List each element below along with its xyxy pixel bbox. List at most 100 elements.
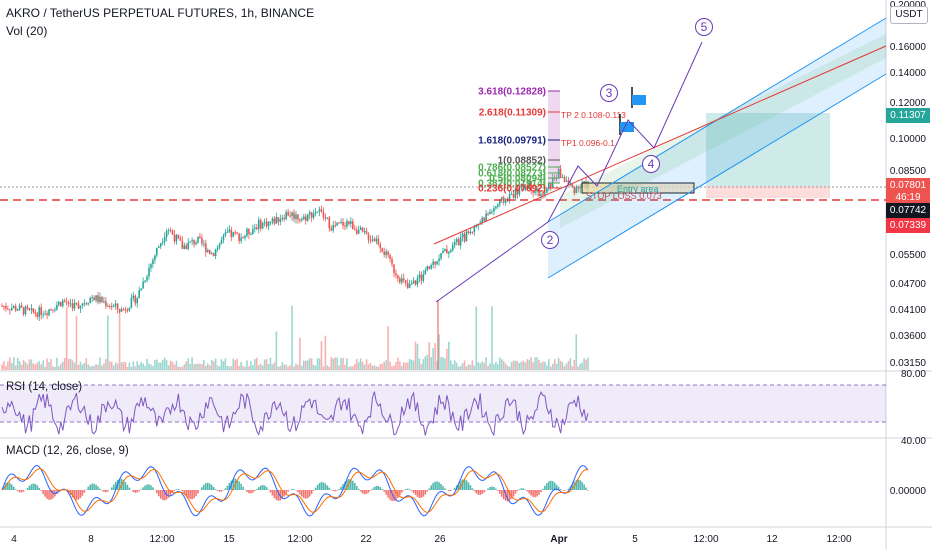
volume-bar xyxy=(583,358,585,370)
volume-bar xyxy=(179,366,182,370)
macd-histogram-bar xyxy=(440,483,442,490)
macd-histogram-bar xyxy=(499,490,501,494)
volume-bar xyxy=(65,306,68,370)
candle-body xyxy=(330,228,333,231)
macd-histogram-bar xyxy=(7,482,9,490)
volume-bar xyxy=(387,326,389,370)
macd-histogram-bar xyxy=(479,490,482,495)
candle-body xyxy=(475,225,478,227)
candle-body xyxy=(555,178,558,180)
candle-body xyxy=(265,221,268,227)
candle-body xyxy=(101,296,103,303)
candle-body xyxy=(563,176,566,182)
volume-bar xyxy=(118,310,121,370)
macd-histogram-bar xyxy=(36,485,39,490)
volume-bar xyxy=(355,358,358,370)
candle-body xyxy=(114,303,117,306)
volume-bar xyxy=(320,341,323,370)
candle-body xyxy=(9,309,11,311)
macd-histogram-bar xyxy=(77,490,80,500)
candle-body xyxy=(367,233,370,240)
volume-bar xyxy=(116,363,119,370)
volume-bar xyxy=(334,357,336,370)
candle-body xyxy=(191,240,193,242)
candle-body xyxy=(203,243,205,245)
volume-bar xyxy=(361,361,364,370)
volume-bar xyxy=(520,361,523,370)
volume-bar xyxy=(510,361,513,370)
macd-histogram-bar xyxy=(340,486,342,490)
macd-histogram-bar xyxy=(224,488,227,490)
macd-histogram-bar xyxy=(493,487,495,490)
stop-label: STOP LOSS 0.073 xyxy=(586,191,662,201)
volume-bar xyxy=(259,363,262,370)
candle-body xyxy=(230,229,233,237)
macd-histogram-bar xyxy=(334,490,336,492)
volume-bar xyxy=(538,360,540,370)
volume-bar xyxy=(359,358,362,370)
candle-body xyxy=(522,183,525,190)
candle-body xyxy=(236,232,238,234)
candle-body xyxy=(183,245,186,249)
volume-bar xyxy=(469,364,472,370)
candle-body xyxy=(152,259,154,265)
macd-histogram-bar xyxy=(555,484,558,490)
macd-histogram-bar xyxy=(371,488,374,490)
volume-bar xyxy=(532,362,534,370)
macd-histogram-bar xyxy=(318,482,321,490)
macd-histogram-bar xyxy=(367,490,370,493)
candle-body xyxy=(365,231,368,234)
volume-bar xyxy=(77,364,80,370)
candle-body xyxy=(75,302,78,304)
candle-body xyxy=(303,216,305,220)
volume-bar xyxy=(455,362,458,370)
price-tick-label: 0.05500 xyxy=(890,250,927,261)
candle-body xyxy=(71,303,74,309)
volume-bar xyxy=(287,366,289,370)
macd-histogram-bar xyxy=(508,490,511,501)
candle-body xyxy=(248,228,250,235)
macd-histogram-bar xyxy=(463,479,466,490)
candle-body xyxy=(538,188,540,197)
macd-histogram-bar xyxy=(40,490,42,491)
volume-bar xyxy=(514,360,517,370)
rsi-label: RSI (14, close) xyxy=(6,381,83,393)
candle-body xyxy=(436,261,438,265)
candle-body xyxy=(148,268,150,277)
macd-histogram-bar xyxy=(530,490,532,496)
volume-bar xyxy=(424,356,427,370)
volume-bar xyxy=(177,366,180,370)
volume-bar xyxy=(189,363,191,370)
candle-body xyxy=(406,282,409,288)
price-tick-label: 0.10000 xyxy=(890,134,927,145)
rsi-pane xyxy=(0,384,886,437)
candle-body xyxy=(532,190,534,193)
volume-bar xyxy=(303,360,305,370)
signal-line xyxy=(1,468,589,513)
macd-histogram-bar xyxy=(355,485,358,490)
price-tick-label: 0.12000 xyxy=(890,98,927,109)
macd-histogram-bar xyxy=(161,490,164,501)
macd-histogram-bar xyxy=(236,479,238,490)
candle-body xyxy=(271,218,274,222)
candle-body xyxy=(336,222,338,226)
volume-bar xyxy=(402,362,405,370)
candle-body xyxy=(208,250,211,254)
macd-histogram-bar xyxy=(16,490,19,492)
macd-histogram-bar xyxy=(58,490,60,492)
volume-bar xyxy=(110,361,113,370)
candle-body xyxy=(359,227,362,230)
candle-body xyxy=(138,290,140,299)
volume-bar xyxy=(530,357,532,370)
volume-bar xyxy=(293,366,295,370)
volume-bar xyxy=(565,363,568,370)
volume-bar xyxy=(267,364,270,370)
candle-body xyxy=(87,303,90,305)
volume-bar xyxy=(210,360,213,370)
volume-bar xyxy=(295,363,297,370)
macd-histogram-bar xyxy=(304,490,307,499)
currency-button[interactable]: USDT xyxy=(890,6,928,24)
volume-bar xyxy=(26,364,29,370)
candle-body xyxy=(77,303,80,309)
